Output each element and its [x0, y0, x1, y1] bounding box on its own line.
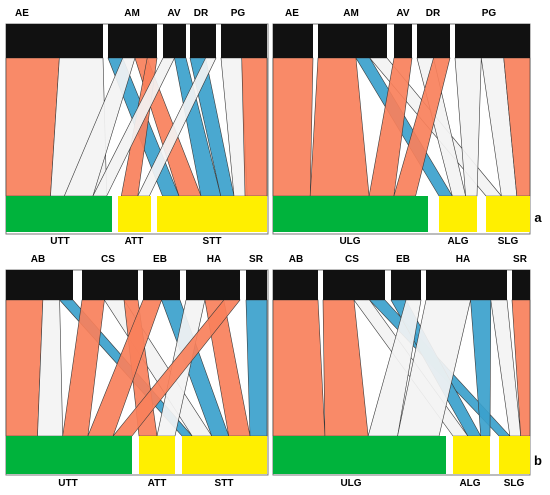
- top-node-ae: [6, 24, 103, 58]
- top-node-sr: [512, 270, 530, 300]
- bottom-node-label: ALG: [459, 478, 480, 489]
- top-node-label: EB: [396, 254, 410, 265]
- bottom-node-label: UTT: [50, 236, 69, 247]
- bottom-node-att: [118, 196, 151, 232]
- bottom-node-utt: [6, 436, 132, 474]
- flow-band: [5, 299, 44, 437]
- bottom-node-stt: [182, 436, 267, 474]
- top-node-ha: [186, 270, 240, 300]
- top-node-cs: [82, 270, 138, 300]
- bottom-node-ulg: [273, 436, 446, 474]
- top-node-dr: [417, 24, 450, 58]
- bottom-node-slg: [486, 196, 530, 232]
- panel-letter-a: a: [534, 210, 542, 225]
- bottom-node-label: STT: [215, 478, 234, 489]
- top-node-label: AE: [15, 8, 29, 19]
- top-node-label: AV: [167, 8, 180, 19]
- top-node-label: DR: [194, 8, 209, 19]
- top-node-ab: [273, 270, 318, 300]
- top-node-am: [318, 24, 387, 58]
- flow-band: [245, 299, 268, 437]
- bottom-node-label: ATT: [125, 236, 144, 247]
- bottom-node-ulg: [273, 196, 428, 232]
- top-node-ha: [426, 270, 507, 300]
- panel-b-right: AB CS EB HA SR ULG ALG SLG: [272, 254, 531, 489]
- top-node-pg: [221, 24, 267, 58]
- top-node-pg: [455, 24, 530, 58]
- bottom-node-label: UTT: [58, 478, 77, 489]
- top-node-label: AM: [124, 8, 140, 19]
- top-node-ae: [273, 24, 313, 58]
- bottom-node-label: ATT: [148, 478, 167, 489]
- top-node-label: AV: [396, 8, 409, 19]
- top-node-label: AB: [289, 254, 303, 265]
- top-node-label: CS: [101, 254, 115, 265]
- bottom-node-label: ULG: [340, 478, 361, 489]
- top-node-label: SR: [249, 254, 264, 265]
- panel-letter-b: b: [534, 453, 542, 468]
- top-node-ab: [6, 270, 73, 300]
- bottom-node-label: ULG: [339, 236, 360, 247]
- top-node-cs: [323, 270, 385, 300]
- top-node-sr: [246, 270, 267, 300]
- bottom-node-slg: [499, 436, 530, 474]
- panel-a-right: AE AM AV DR PG ULG ALG SLG: [272, 8, 531, 247]
- top-node-label: AM: [343, 8, 359, 19]
- top-node-label: HA: [207, 254, 221, 265]
- top-node-av: [394, 24, 412, 58]
- bottom-node-label: SLG: [498, 236, 519, 247]
- top-node-dr: [190, 24, 216, 58]
- flow-band: [241, 57, 268, 197]
- panel-b-left: AB CS EB HA SR UTT ATT STT: [5, 254, 269, 489]
- bottom-node-alg: [439, 196, 477, 232]
- top-node-label: DR: [426, 8, 441, 19]
- flow-band: [272, 57, 314, 197]
- top-node-label: PG: [482, 8, 497, 19]
- top-node-am: [108, 24, 157, 58]
- panel-a-left: AE AM AV DR PG UTT ATT STT: [5, 8, 269, 247]
- top-node-label: SR: [513, 254, 528, 265]
- top-node-eb: [391, 270, 421, 300]
- top-node-label: AE: [285, 8, 299, 19]
- bottom-node-stt: [157, 196, 267, 232]
- bottom-node-label: SLG: [504, 478, 525, 489]
- bottom-node-alg: [453, 436, 490, 474]
- bottom-node-utt: [6, 196, 112, 232]
- bottom-node-label: ALG: [447, 236, 468, 247]
- flow-band: [272, 299, 326, 437]
- top-node-label: EB: [153, 254, 167, 265]
- bottom-node-label: STT: [203, 236, 222, 247]
- bottom-node-att: [139, 436, 175, 474]
- top-node-label: CS: [345, 254, 359, 265]
- top-node-label: PG: [231, 8, 246, 19]
- top-node-eb: [143, 270, 180, 300]
- top-node-label: HA: [456, 254, 470, 265]
- top-node-label: AB: [31, 254, 45, 265]
- flow-band: [5, 57, 60, 197]
- top-node-av: [163, 24, 186, 58]
